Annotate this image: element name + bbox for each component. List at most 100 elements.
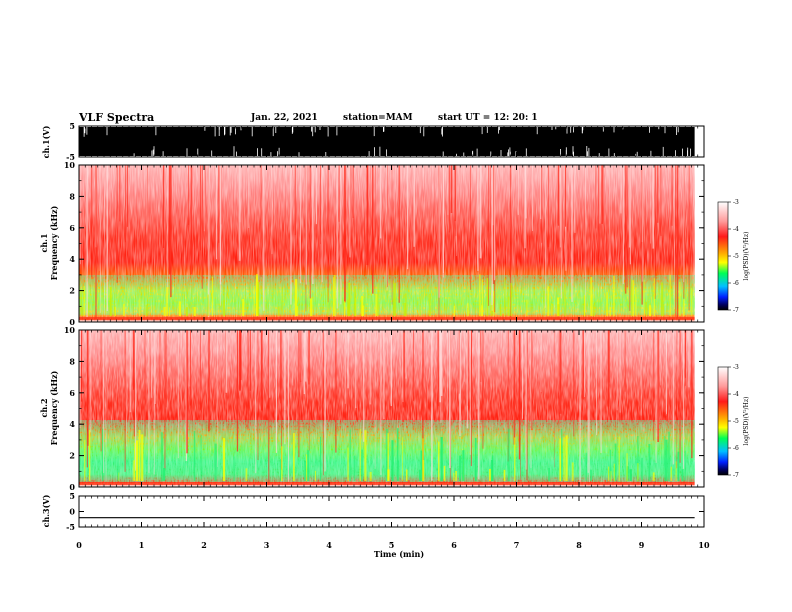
spectrogram-streak xyxy=(79,330,81,428)
ch1-waveform-gap xyxy=(508,149,509,156)
spectrogram-streak xyxy=(308,330,310,451)
spectrogram-streak xyxy=(540,165,542,220)
spectrogram-streak xyxy=(386,165,388,291)
spectrogram-streak xyxy=(582,330,584,400)
spectrogram-burst xyxy=(428,293,431,316)
ch2-spectrogram-ylabel-channel: ch.2 xyxy=(39,398,49,417)
spectrogram-burst xyxy=(507,296,510,316)
spectrogram-streak xyxy=(413,330,414,401)
ch1-waveform-gap xyxy=(153,146,155,156)
ch1-spectrogram-streaks xyxy=(79,165,695,320)
y-tick-label: 10 xyxy=(64,325,76,335)
ch1-waveform-gap xyxy=(373,127,375,137)
spectrogram-streak xyxy=(320,165,321,245)
spectrogram-burst xyxy=(565,435,568,481)
spectrogram-streak xyxy=(531,330,533,430)
ch1-waveform-gap xyxy=(224,127,225,136)
y-tick-label: 5 xyxy=(69,491,75,501)
spectrogram-streak xyxy=(437,330,439,407)
spectrogram-streak xyxy=(652,165,654,249)
spectrogram-streak xyxy=(443,165,444,273)
ch1-waveform-gap xyxy=(499,127,500,131)
spectrogram-streak xyxy=(469,330,472,455)
spectrogram-streak xyxy=(98,165,100,271)
spectrogram-burst xyxy=(675,461,677,481)
spectrogram-burst xyxy=(406,469,408,481)
spectrogram-burst xyxy=(320,436,321,481)
spectrogram-streak xyxy=(693,165,695,296)
spectrogram-burst xyxy=(418,469,421,481)
ch1-waveform-gap xyxy=(472,151,473,156)
spectrogram-streak xyxy=(488,165,489,306)
spectrogram-streak xyxy=(247,330,249,429)
colorbar-tick-label: -4 xyxy=(733,391,739,398)
spectrogram-streak xyxy=(517,165,519,215)
ch1-waveform-gap xyxy=(507,152,509,156)
ch1-waveform-gap xyxy=(566,127,568,134)
spectrogram-burst xyxy=(664,435,666,481)
ch1-waveform-gap xyxy=(650,150,652,156)
spectrogram-streak xyxy=(372,165,374,294)
spectrogram-streak xyxy=(440,330,443,396)
spectrogram-streak xyxy=(422,330,424,481)
spectrogram-streak xyxy=(624,165,627,294)
spectrogram-burst xyxy=(393,283,396,316)
spectrogram-streak xyxy=(369,330,372,405)
spectrogram-streak xyxy=(132,330,134,390)
spectrogram-burst xyxy=(385,428,389,481)
ch1-waveform-gap xyxy=(83,127,85,137)
spectrogram-streak xyxy=(653,330,655,441)
spectrogram-streak xyxy=(100,330,102,452)
spectrogram-burst xyxy=(193,306,196,316)
spectrogram-burst xyxy=(645,301,648,316)
spectrogram-streak xyxy=(685,330,687,378)
spectrogram-streak xyxy=(203,165,205,232)
ch1-waveform-gap xyxy=(230,127,232,133)
spectrogram-streak xyxy=(89,330,92,433)
spectrogram-streak xyxy=(153,330,155,475)
ch1-waveform-gap xyxy=(155,127,157,136)
spectrogram-burst xyxy=(293,433,295,481)
spectrogram-streak xyxy=(217,330,218,467)
spectrogram-burst xyxy=(559,438,562,481)
spectrogram-streak xyxy=(148,330,150,474)
spectrogram-burst xyxy=(493,291,495,316)
spectrogram-streak xyxy=(303,330,306,395)
spectrogram-streak xyxy=(439,330,441,403)
spectrogram-streak xyxy=(255,330,257,474)
spectrogram-streak xyxy=(170,165,172,298)
colorbar-tick-label: -3 xyxy=(733,199,739,206)
ch1-waveform-gap xyxy=(486,127,488,133)
spectrogram-streak xyxy=(275,330,277,453)
spectrogram-streak xyxy=(190,165,193,275)
spectrogram-burst xyxy=(349,429,351,481)
spectrogram-burst xyxy=(683,299,685,316)
spectrogram-burst xyxy=(242,299,245,316)
spectrogram-burst xyxy=(635,287,637,316)
spectrogram-burst xyxy=(590,277,593,316)
spectrogram-burst xyxy=(310,298,313,316)
ch1-spectrogram-ylabel-frequency: Frequency (kHz) xyxy=(49,205,59,280)
spectrogram-streak xyxy=(479,165,482,259)
ch2-colorbar-label: log(PSD)(V²/Hz) xyxy=(743,397,750,446)
y-tick-label: 2 xyxy=(69,286,75,296)
colorbar-tick-label: -7 xyxy=(733,307,739,314)
y-tick-label: 10 xyxy=(64,160,76,170)
ch1-waveform-gap xyxy=(218,127,220,136)
spectrogram-burst xyxy=(643,279,645,316)
ch1-waveform-gap xyxy=(551,127,553,130)
spectrogram-streak xyxy=(657,165,659,223)
ch1-waveform-gap xyxy=(515,151,517,156)
spectrogram-streak xyxy=(558,330,560,429)
ch1-spectrogram-ylabel-channel: ch.1 xyxy=(39,233,49,252)
spectrogram-streak xyxy=(309,165,311,299)
ch1-waveform-gap xyxy=(570,127,572,133)
spectrogram-streak xyxy=(545,165,547,308)
spectrogram-burst xyxy=(193,431,196,481)
spectrogram-streak xyxy=(463,330,465,382)
spectrogram-streak xyxy=(622,165,624,285)
ch2-spectrogram-ylabel-frequency: Frequency (kHz) xyxy=(49,370,59,445)
ch1-waveform-gap xyxy=(573,151,574,156)
spectrogram-burst xyxy=(510,283,512,316)
spectrogram-streak xyxy=(654,165,656,299)
